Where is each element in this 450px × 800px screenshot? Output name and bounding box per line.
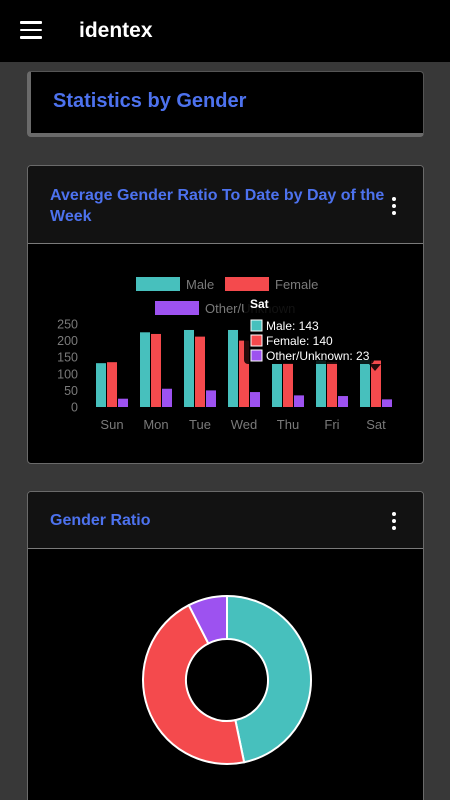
y-tick-label: 100	[57, 367, 78, 381]
bar	[294, 395, 304, 407]
legend-swatch	[136, 277, 180, 291]
bar	[206, 390, 216, 407]
tooltip-box	[244, 294, 374, 364]
bar	[371, 360, 381, 407]
bar	[162, 388, 172, 407]
page-header-card: Statistics by Gender	[27, 71, 424, 137]
tooltip-swatch	[250, 349, 263, 362]
more-vertical-icon[interactable]	[391, 512, 397, 530]
app-bar: identex	[0, 0, 450, 62]
tooltip-title: Sat	[250, 297, 269, 311]
y-tick-label: 200	[57, 334, 78, 348]
bar	[239, 340, 249, 407]
card-header: Average Gender Ratio To Date by Day of t…	[28, 166, 423, 244]
bar	[96, 363, 106, 407]
bar	[228, 329, 238, 407]
donut-slice	[187, 594, 228, 645]
hamburger-menu-icon[interactable]	[20, 21, 42, 39]
bar	[151, 333, 161, 407]
x-tick-label: Wed	[231, 417, 258, 432]
card-title: Average Gender Ratio To Date by Day of t…	[50, 187, 385, 225]
y-tick-label: 150	[57, 351, 78, 365]
bar	[327, 362, 337, 407]
page-title: Statistics by Gender	[53, 90, 247, 112]
bar	[338, 396, 348, 407]
bar	[272, 363, 282, 407]
bar	[283, 363, 293, 407]
tooltip-swatch	[250, 319, 263, 332]
legend-swatch	[155, 301, 199, 315]
x-tick-label: Thu	[277, 417, 299, 432]
bar	[140, 332, 150, 407]
bar	[184, 329, 194, 407]
x-tick-label: Mon	[143, 417, 168, 432]
bar	[316, 360, 326, 407]
x-tick-label: Sat	[366, 417, 386, 432]
bar	[195, 336, 205, 407]
legend-label: Female	[275, 277, 318, 292]
x-tick-label: Sun	[100, 417, 123, 432]
tooltip-line: Female: 140	[266, 334, 333, 348]
legend-label: Male	[186, 277, 214, 292]
bar	[382, 399, 392, 407]
tooltip-caret	[369, 364, 381, 371]
card-title: Gender Ratio	[50, 512, 151, 529]
bar-chart: MaleFemaleOther/Unknown050100150200250Su…	[57, 277, 392, 432]
bar	[118, 398, 128, 407]
tooltip-line: Male: 143	[266, 319, 319, 333]
legend-swatch	[225, 277, 269, 291]
y-tick-label: 250	[57, 318, 78, 332]
tooltip-swatch	[250, 334, 263, 347]
y-tick-label: 0	[71, 401, 78, 415]
app-title: identex	[79, 19, 153, 42]
y-tick-label: 50	[64, 384, 78, 398]
more-vertical-icon[interactable]	[391, 197, 397, 215]
bar	[360, 359, 370, 407]
weekly-gender-ratio-card: Average Gender Ratio To Date by Day of t…	[27, 165, 424, 464]
donut-slice	[142, 603, 246, 765]
card-header: Gender Ratio	[28, 492, 423, 549]
x-tick-label: Tue	[189, 417, 211, 432]
x-tick-label: Fri	[324, 417, 339, 432]
donut-slice	[226, 594, 312, 764]
bar	[250, 392, 260, 407]
bar	[107, 362, 117, 407]
tooltip-line: Other/Unknown: 23	[266, 349, 370, 363]
